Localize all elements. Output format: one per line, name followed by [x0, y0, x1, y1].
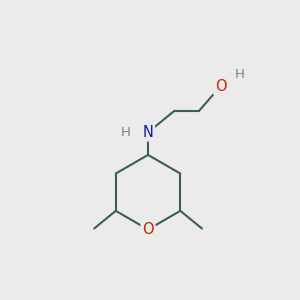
Text: N: N: [142, 125, 154, 140]
Text: O: O: [215, 79, 226, 94]
Text: H: H: [121, 126, 131, 139]
Text: O: O: [142, 222, 154, 237]
Text: H: H: [235, 68, 245, 81]
